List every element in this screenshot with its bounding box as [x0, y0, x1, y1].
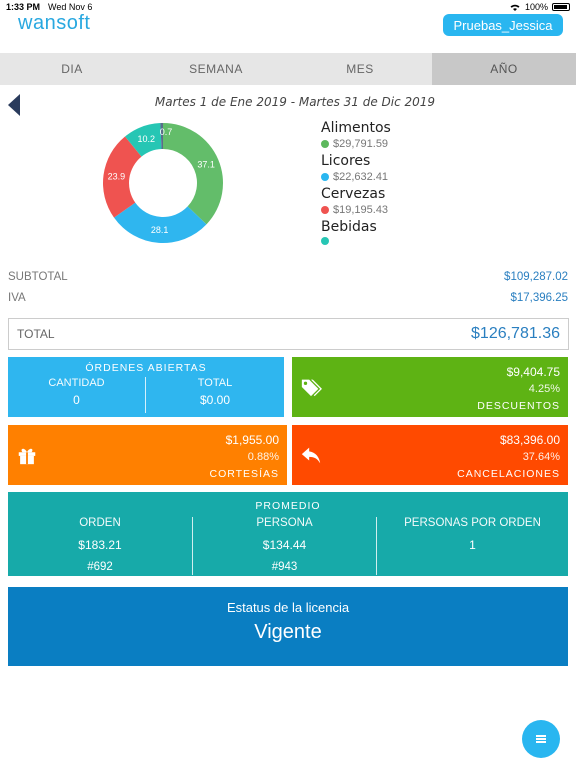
promedio-orden: ORDEN $183.21 #692 [8, 517, 193, 575]
donut-slice-label: 28.1 [151, 225, 169, 235]
app-logo: wansoft [18, 12, 91, 34]
total-value: $126,781.36 [471, 325, 560, 342]
legend-dot [321, 237, 329, 245]
status-right: 100% [509, 2, 570, 12]
open-orders-card[interactable]: ÓRDENES ABIERTAS CANTIDAD 0 TOTAL $0.00 [8, 357, 284, 417]
menu-icon [536, 735, 546, 743]
persona-label: PERSONA [256, 517, 313, 529]
donut-slice-label: 0.7 [160, 127, 173, 137]
cancelaciones-amount: $83,396.00 [499, 433, 560, 447]
legend-item: Cervezas $19,195.43 [321, 186, 521, 216]
donut-slice-licores[interactable] [114, 202, 207, 243]
license-status: Vigente [254, 621, 322, 643]
status-time: 1:33 PM [6, 2, 41, 12]
promedio-card: PROMEDIO ORDEN $183.21 #692 PERSONA $134… [8, 492, 568, 576]
promedio-personas-por-orden: PERSONAS POR ORDEN 1 [377, 517, 568, 575]
donut-slice-label: 37.1 [197, 159, 215, 169]
ppo-value: 1 [469, 538, 476, 552]
ppo-label: PERSONAS POR ORDEN [404, 517, 541, 529]
legend-value-row: $19,195.43 [321, 204, 521, 216]
descuentos-percent: 4.25% [528, 383, 560, 395]
wifi-icon [510, 4, 520, 11]
descuentos-amount: $9,404.75 [506, 365, 560, 379]
reply-icon [301, 447, 321, 464]
open-total-value: $0.00 [199, 393, 231, 407]
cortesias-percent: 0.88% [247, 451, 279, 463]
tab-dia[interactable]: DIA [61, 62, 83, 76]
date-range: Martes 1 de Ene 2019 - Martes 31 de Dic … [154, 95, 436, 109]
tab-ano[interactable]: AÑO [432, 53, 576, 85]
orden-count: #692 [87, 561, 113, 573]
menu-button[interactable] [522, 720, 560, 758]
total-label: TOTAL [17, 327, 55, 341]
open-orders-total: TOTAL $0.00 [146, 377, 284, 413]
descuentos-card[interactable]: $9,404.75 4.25% DESCUENTOS [292, 357, 568, 417]
legend-value: $19,195.43 [333, 204, 389, 216]
status-bar: 1:33 PM Wed Nov 6 100% [0, 0, 576, 14]
period-tabs: DIA SEMANA MES AÑO [0, 53, 576, 85]
cancelaciones-percent: 37.64% [522, 451, 560, 463]
legend-value-row: $22,632.41 [321, 171, 521, 183]
legend-dot [321, 206, 329, 214]
cantidad-value: 0 [73, 393, 80, 407]
iva-row: IVA $17,396.25 [8, 292, 568, 304]
tab-semana[interactable]: SEMANA [189, 62, 243, 76]
donut-slice-otro[interactable] [160, 123, 163, 150]
legend-value-row [321, 237, 521, 245]
gift-icon [18, 448, 36, 465]
legend-name: Licores [321, 153, 371, 169]
license-card: Estatus de la licencia Vigente [8, 587, 568, 666]
cortesias-card[interactable]: $1,955.00 0.88% CORTESÍAS [8, 425, 287, 485]
legend-name: Bebidas [321, 219, 377, 235]
donut-slice-cervezas[interactable] [102, 136, 142, 218]
legend-value: $22,632.41 [333, 171, 389, 183]
back-arrow-icon[interactable] [8, 94, 20, 116]
iva-label: IVA [8, 292, 26, 304]
cortesias-amount: $1,955.00 [225, 433, 279, 447]
cantidad-label: CANTIDAD [48, 377, 105, 389]
legend-value: $29,791.59 [333, 138, 389, 150]
legend-dot [321, 173, 329, 181]
status-date: Wed Nov 6 [48, 2, 93, 12]
subtotal-label: SUBTOTAL [8, 271, 68, 283]
total-box: TOTAL $126,781.36 [8, 318, 569, 350]
legend-value-row: $29,791.59 [321, 138, 521, 150]
subtotal-row: SUBTOTAL $109,287.02 [8, 271, 568, 283]
persona-value: $134.44 [262, 538, 307, 552]
legend-name: Cervezas [321, 186, 386, 202]
tags-icon [301, 379, 322, 397]
subtotal-value: $109,287.02 [504, 271, 568, 283]
descuentos-label: DESCUENTOS [477, 400, 560, 412]
donut-slice-bebidas[interactable] [125, 123, 162, 157]
battery-percent: 100% [524, 2, 548, 12]
legend-item: Bebidas [321, 219, 521, 245]
persona-count: #943 [271, 561, 298, 573]
donut-slice-label: 23.9 [108, 172, 126, 182]
sales-donut-chart: 37.1 28.1 23.9 10.2 0.7 [102, 123, 223, 243]
open-orders-cantidad: CANTIDAD 0 [8, 377, 146, 413]
license-title: Estatus de la licencia [226, 600, 350, 615]
donut-slice-label: 10.2 [137, 134, 155, 144]
tab-mes[interactable]: MES [346, 62, 374, 76]
orden-value: $183.21 [78, 538, 122, 552]
legend-item: Alimentos $29,791.59 [321, 120, 521, 150]
cancelaciones-label: CANCELACIONES [457, 468, 560, 480]
legend-name: Alimentos [321, 120, 391, 136]
orden-label: ORDEN [79, 517, 121, 529]
open-total-label: TOTAL [197, 377, 233, 389]
cortesias-label: CORTESÍAS [209, 468, 279, 480]
iva-value: $17,396.25 [510, 292, 568, 304]
legend-item: Licores $22,632.41 [321, 153, 521, 183]
open-orders-title: ÓRDENES ABIERTAS [85, 362, 207, 374]
donut-slice-alimentos[interactable] [163, 123, 223, 225]
legend-dot [321, 140, 329, 148]
chart-legend: Alimentos $29,791.59 Licores $22,632.41 … [321, 120, 521, 260]
battery-icon [552, 3, 570, 11]
promedio-title: PROMEDIO [255, 500, 321, 512]
user-button[interactable]: Pruebas_Jessica [443, 14, 563, 36]
cancelaciones-card[interactable]: $83,396.00 37.64% CANCELACIONES [292, 425, 568, 485]
promedio-persona: PERSONA $134.44 #943 [193, 517, 377, 575]
